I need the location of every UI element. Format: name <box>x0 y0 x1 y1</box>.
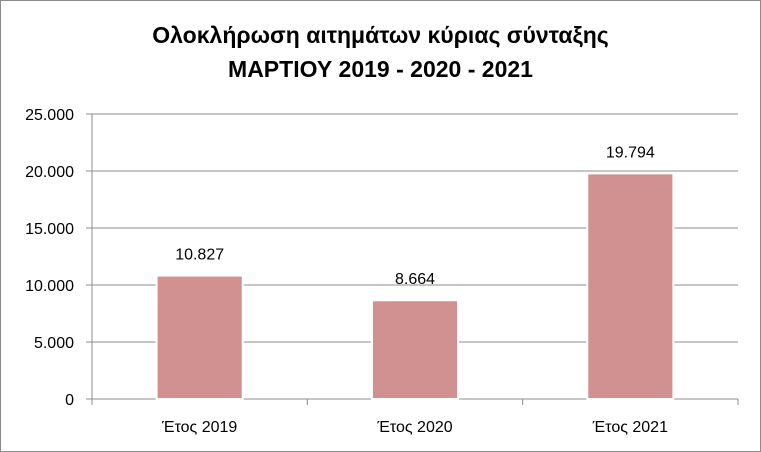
chart-title: Ολοκλήρωση αιτημάτων κύριας σύνταξης <box>152 22 609 48</box>
x-tick-label: Έτος 2020 <box>376 419 452 436</box>
data-label: 10.827 <box>175 247 224 264</box>
bar <box>586 172 675 400</box>
bars <box>155 172 675 401</box>
bar <box>370 299 460 401</box>
y-tick-label: 10.000 <box>25 278 74 295</box>
x-tick-label: Έτος 2019 <box>161 419 237 436</box>
y-tick-label: 0 <box>65 392 74 409</box>
y-tick-label: 25.000 <box>25 107 74 124</box>
bar <box>155 274 244 401</box>
y-tick-label: 5.000 <box>34 335 74 352</box>
chart-subtitle: ΜΑΡΤΙΟΥ 2019 - 2020 - 2021 <box>228 56 533 82</box>
labels: 0 5.000 10.000 15.000 20.000 25.000 10.827 Έτος… <box>25 107 668 436</box>
data-label: 8.664 <box>395 271 435 288</box>
x-tick-label: Έτος 2021 <box>592 419 668 436</box>
y-tick-label: 20.000 <box>25 164 74 181</box>
y-tick-label: 15.000 <box>25 221 74 238</box>
chart-title-block: Ολοκλήρωση αιτημάτων κύριας σύνταξης ΜΑΡ… <box>0 18 761 86</box>
data-label: 19.794 <box>606 144 655 161</box>
